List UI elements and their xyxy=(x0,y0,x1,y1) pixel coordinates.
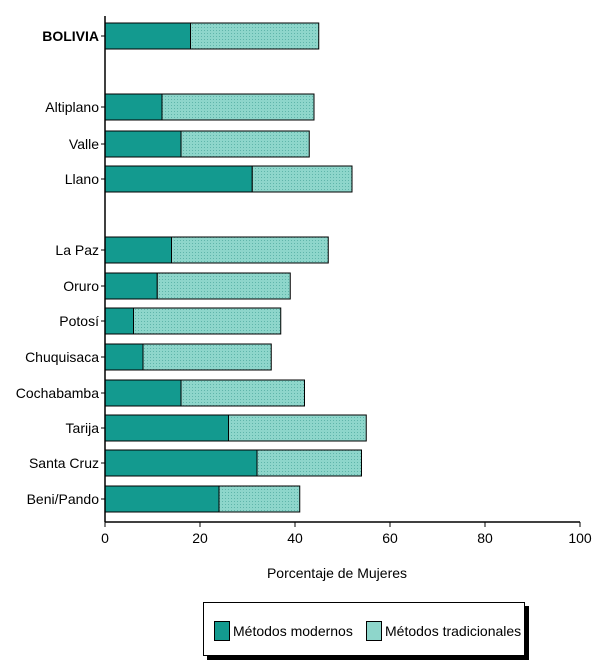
bar-modern-altiplano xyxy=(104,93,163,121)
legend-swatch-traditional xyxy=(366,621,382,641)
legend: Métodos modernos Métodos tradicionales xyxy=(203,602,525,656)
bar-traditional-oruro xyxy=(156,272,291,300)
legend-label-traditional: Métodos tradicionales xyxy=(385,623,522,639)
bar-modern-bolivia xyxy=(104,22,191,50)
category-label: Cochabamba xyxy=(16,385,99,401)
legend-swatch-modern xyxy=(214,621,230,641)
category-label: BOLIVIA xyxy=(42,28,99,44)
bar-chart: BOLIVIA Altiplano Valle Llano La Paz Oruro Pot… xyxy=(16,16,592,581)
bar-traditional-valle xyxy=(180,130,310,158)
x-tick-label: 80 xyxy=(477,530,493,546)
bar-modern-cochabamba xyxy=(104,379,182,407)
x-tick-label: 0 xyxy=(101,530,109,546)
bar-traditional-chuquisaca xyxy=(142,343,272,371)
bar-modern-valle xyxy=(104,130,182,158)
category-label: Chuquisaca xyxy=(25,349,99,365)
category-label: Beni/Pando xyxy=(27,491,100,507)
x-tick-label: 100 xyxy=(568,530,592,546)
legend-item-modern: Métodos modernos xyxy=(214,621,353,641)
category-label: Oruro xyxy=(63,278,99,294)
category-label: Altiplano xyxy=(45,99,99,115)
bar-modern-potos- xyxy=(104,307,134,335)
category-label: Potosí xyxy=(59,313,99,329)
x-tick-label: 40 xyxy=(287,530,303,546)
category-label: Tarija xyxy=(66,420,100,436)
x-ticks: 0 20 40 60 80 100 xyxy=(101,522,592,546)
x-tick-label: 20 xyxy=(192,530,208,546)
category-label: Santa Cruz xyxy=(29,455,99,471)
bar-modern-tarija xyxy=(104,414,229,442)
bar-traditional-tarija xyxy=(228,414,367,442)
category-label: La Paz xyxy=(55,242,99,258)
x-tick-label: 60 xyxy=(382,530,398,546)
category-label: Valle xyxy=(69,136,99,152)
bar-traditional-llano xyxy=(251,165,353,193)
bar-traditional-bolivia xyxy=(190,22,320,50)
bar-traditional-altiplano xyxy=(161,93,315,121)
bar-traditional-potos- xyxy=(133,307,282,335)
category-label: Llano xyxy=(65,171,99,187)
bar-modern-santa-cruz xyxy=(104,449,258,477)
bar-modern-la-paz xyxy=(104,236,172,264)
bar-traditional-cochabamba xyxy=(180,379,305,407)
bars-layer xyxy=(104,22,367,513)
legend-label-modern: Métodos modernos xyxy=(233,623,353,639)
bar-traditional-beni-pando xyxy=(218,485,301,513)
category-labels: BOLIVIA Altiplano Valle Llano La Paz Oruro Pot… xyxy=(16,28,105,507)
bar-modern-chuquisaca xyxy=(104,343,144,371)
bar-traditional-santa-cruz xyxy=(256,449,362,477)
x-axis-label: Porcentaje de Mujeres xyxy=(267,565,407,581)
legend-item-traditional: Métodos tradicionales xyxy=(366,621,521,641)
bar-traditional-la-paz xyxy=(171,236,329,264)
bar-modern-beni-pando xyxy=(104,485,220,513)
bar-modern-llano xyxy=(104,165,253,193)
bar-modern-oruro xyxy=(104,272,158,300)
